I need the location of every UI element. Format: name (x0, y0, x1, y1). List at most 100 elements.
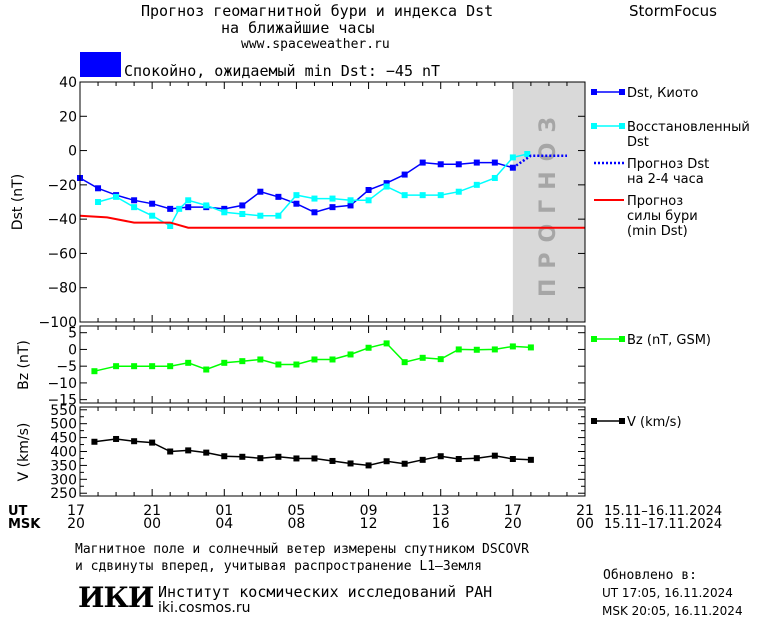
data-point (311, 209, 318, 216)
legend-label: на 2-4 часа (627, 172, 704, 187)
data-point (239, 358, 246, 365)
data-point (149, 439, 156, 446)
data-point (113, 363, 120, 370)
data-point (473, 181, 480, 188)
data-point (239, 211, 246, 217)
data-point (455, 188, 462, 195)
data-point (509, 154, 516, 161)
y-tick-label: 450 (50, 431, 77, 447)
y-tick-label: −80 (47, 281, 77, 297)
data-point (275, 212, 282, 219)
chart-title-line1: Прогноз геомагнитной бури и индекса Dst (141, 2, 494, 20)
data-point (329, 204, 336, 211)
legend-label: V (km/s) (627, 415, 682, 430)
data-point (257, 188, 264, 195)
legend-label: силы бури (627, 209, 698, 224)
y-tick-label: −5 (56, 359, 77, 375)
data-point (203, 449, 210, 456)
data-point (455, 346, 462, 353)
institute-url[interactable]: iki.cosmos.ru (158, 600, 251, 616)
data-point (293, 200, 300, 207)
data-point (221, 453, 228, 460)
data-point (419, 354, 426, 361)
data-point (293, 192, 300, 199)
x-tick-label-ut: 17 (504, 503, 522, 519)
data-point (167, 223, 174, 229)
data-point (275, 453, 282, 460)
x-tick-label-msk: 00 (143, 516, 161, 532)
y-axis-label: Dst (nT) (10, 174, 26, 230)
data-point (401, 192, 408, 199)
legend-marker (591, 418, 597, 424)
data-point (203, 366, 210, 373)
data-point (383, 183, 390, 190)
institute-name: Институт космических исследований РАН (158, 583, 493, 601)
data-point (275, 361, 282, 368)
legend-marker (619, 418, 625, 424)
updated-msk: MSK 20:05, 16.11.2024 (602, 604, 743, 618)
legend-label: (min Dst) (627, 224, 688, 239)
legend-label: Dst (627, 135, 649, 150)
data-point (221, 359, 228, 366)
data-point (131, 438, 138, 445)
data-point (239, 202, 246, 209)
legend-label: Dst, Киото (627, 86, 698, 101)
data-point (401, 359, 408, 366)
data-point (239, 453, 246, 460)
data-point (329, 457, 336, 464)
data-point (509, 456, 516, 463)
legend-label: Прогноз Dst (627, 157, 709, 172)
data-point (167, 448, 174, 455)
data-point (293, 361, 300, 368)
data-point (95, 199, 102, 205)
data-point (509, 343, 516, 350)
forecast-band (512, 82, 585, 322)
data-point (524, 151, 531, 157)
legend-marker (619, 123, 625, 129)
data-point (185, 359, 192, 366)
x-tick-label-ut: 09 (360, 503, 378, 519)
y-tick-label: 250 (50, 486, 77, 502)
website-link[interactable]: www.spaceweather.ru (241, 37, 390, 52)
data-point (365, 462, 372, 469)
y-tick-label: 5 (68, 326, 77, 342)
data-point (185, 447, 192, 454)
data-point (491, 159, 498, 166)
series-line (512, 154, 567, 169)
y-tick-label: 20 (59, 109, 77, 125)
data-point (509, 164, 516, 171)
data-point (401, 460, 408, 467)
data-point (149, 212, 156, 219)
data-point (91, 368, 98, 375)
x-tick-label-msk: 08 (288, 516, 306, 532)
y-tick-label: 400 (50, 445, 77, 461)
data-point (437, 192, 444, 199)
legend-marker (591, 89, 597, 95)
data-point (257, 212, 264, 219)
data-point (329, 195, 336, 202)
x-tick-label-msk: 20 (504, 516, 522, 532)
data-point (347, 197, 354, 204)
y-tick-label: −60 (47, 246, 77, 262)
y-tick-label: 40 (59, 75, 77, 91)
dst-panel: ПРОГНОЗ 40 20 0 −20 −40 −60 −80 −100 Dst (nT) (10, 75, 586, 331)
data-point (131, 363, 138, 370)
note-line2: и сдвинуты вперед, учитывая распростране… (75, 559, 482, 574)
data-point (437, 453, 444, 460)
bz-panel: 50−5−10−15 Bz (nT) (16, 325, 586, 409)
updated-label: Обновлено в: (603, 568, 697, 583)
data-point (365, 187, 372, 193)
y-axis-label: V (km/s) (16, 423, 32, 482)
x-tick-label-ut: 21 (576, 503, 594, 519)
data-point (311, 455, 318, 462)
data-point (383, 458, 390, 465)
data-point (473, 346, 480, 353)
y-tick-label: −10 (47, 376, 77, 392)
data-point (473, 159, 480, 166)
data-point (347, 460, 354, 467)
panel-frame (79, 325, 586, 404)
data-point (131, 204, 138, 211)
